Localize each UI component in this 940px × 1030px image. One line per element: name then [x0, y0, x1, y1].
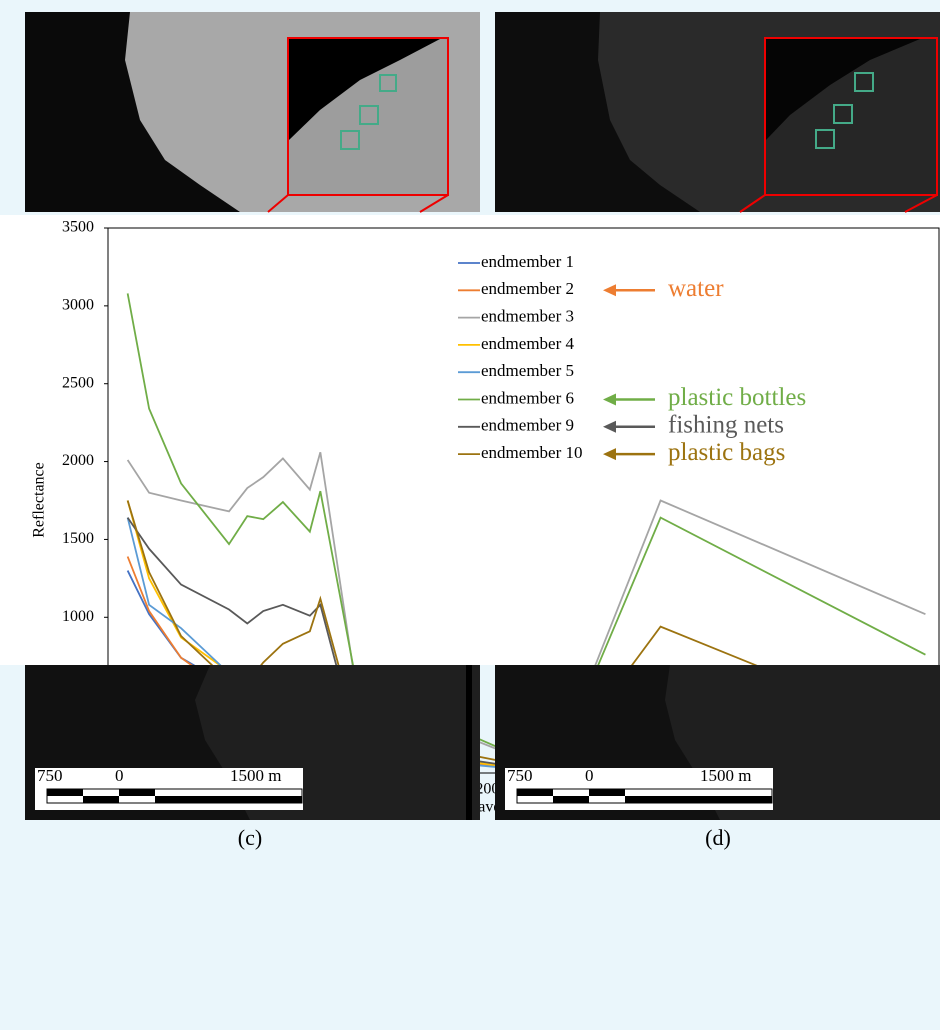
- scale-segment: [589, 789, 625, 796]
- scale-label: 0: [115, 766, 124, 785]
- y-tick-label: 3000: [62, 297, 94, 314]
- scale-label: 1500 m: [700, 766, 751, 785]
- scale-segment: [119, 789, 155, 796]
- scale-segment: [155, 796, 191, 803]
- y-tick-label: 3500: [62, 219, 94, 236]
- legend-label: endmember 1: [481, 252, 574, 271]
- y-tick-label: 1000: [62, 608, 94, 625]
- top-image-a: [25, 12, 480, 212]
- legend-label: endmember 4: [481, 334, 574, 353]
- scale-segment: [191, 796, 302, 803]
- legend-label: endmember 5: [481, 361, 574, 380]
- top-image-b: [495, 12, 940, 212]
- scale-segment: [661, 796, 772, 803]
- scale-segment: [83, 796, 119, 803]
- scale-segment: [553, 796, 589, 803]
- annotation: plastic bottles: [668, 384, 806, 411]
- annotation: fishing nets: [668, 412, 784, 439]
- figure: Wavelength (nm) Reflectance 050010001500…: [0, 0, 940, 1025]
- legend-label: endmember 9: [481, 416, 574, 435]
- legend-label: endmember 6: [481, 388, 574, 407]
- scale-segment: [47, 789, 83, 796]
- panel-label: (d): [705, 825, 731, 850]
- page: {"chart_data": {"type": "line", "x_label…: [0, 0, 940, 1030]
- scale-segment: [625, 796, 661, 803]
- y-tick-label: 2000: [62, 452, 94, 469]
- scale-label: 1500 m: [230, 766, 281, 785]
- legend-label: endmember 2: [481, 279, 574, 298]
- legend-label: endmember 10: [481, 443, 583, 462]
- scale-label: 750: [37, 766, 63, 785]
- y-tick-label: 1500: [62, 530, 94, 547]
- annotation: plastic bags: [668, 439, 785, 466]
- scale-label: 750: [507, 766, 533, 785]
- panel-label: (c): [238, 825, 262, 850]
- legend-label: endmember 3: [481, 307, 574, 326]
- y-tick-label: 2500: [62, 374, 94, 391]
- y-axis-label: Reflectance: [31, 462, 48, 538]
- scale-label: 0: [585, 766, 594, 785]
- scale-segment: [517, 789, 553, 796]
- annotation: water: [668, 275, 724, 302]
